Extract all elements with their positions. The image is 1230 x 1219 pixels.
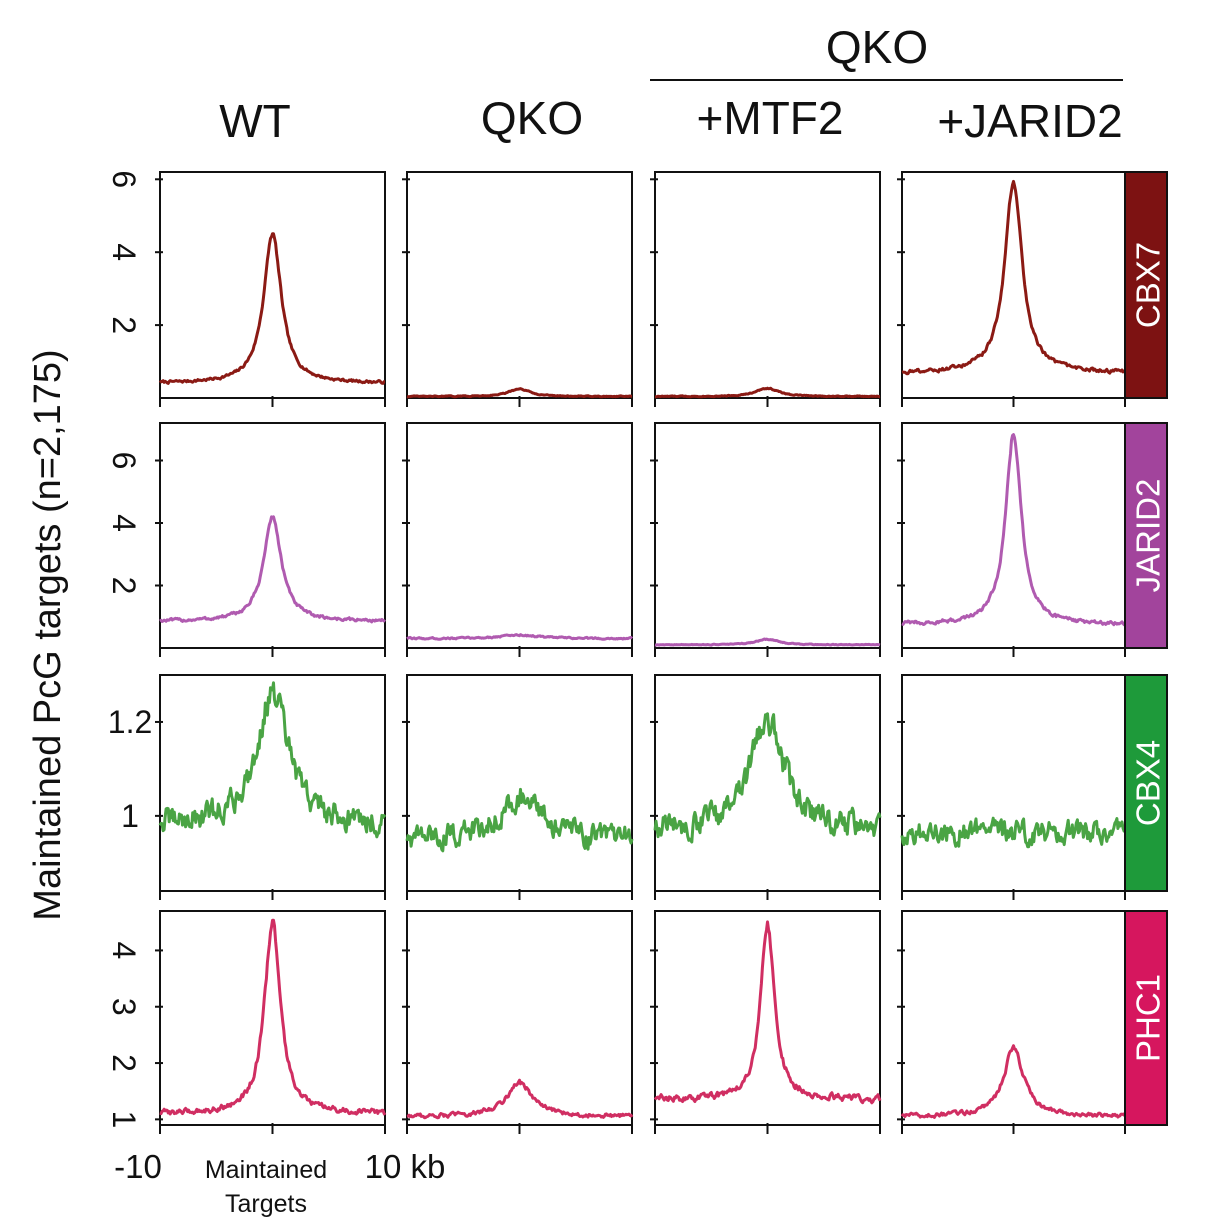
profile-line	[406, 387, 633, 399]
row-label-text: JARID2	[1130, 479, 1167, 593]
profile-line	[406, 633, 634, 641]
profile-line	[901, 179, 1126, 376]
panel-cbx4-2	[650, 674, 882, 900]
panel-jarid2-3	[897, 422, 1126, 657]
y-tick-label: 2	[106, 1054, 142, 1072]
x-tick-right: 10 kb	[365, 1148, 446, 1185]
panel-cbx7-0: 2 4 6	[106, 170, 386, 407]
profile-line	[159, 515, 387, 624]
y-tick-label: 4	[106, 514, 142, 532]
panel-frame	[901, 674, 1126, 892]
row-label-box	[1124, 910, 1168, 1126]
row-label-box	[1124, 674, 1168, 892]
profile-line	[653, 920, 882, 1105]
panel-frame	[654, 910, 881, 1126]
y-tick-label: 6	[106, 452, 142, 470]
column-header-wt: WT	[219, 95, 291, 147]
panel-frame	[159, 674, 386, 892]
row-label-text: PHC1	[1130, 974, 1167, 1062]
panel-frame	[901, 910, 1126, 1126]
y-axis-label: Maintained PcG targets (n=2,175)	[27, 349, 69, 920]
panel-cbx7-1	[402, 171, 633, 407]
y-tick-label: 3	[106, 998, 142, 1016]
panel-cbx4-3	[897, 674, 1127, 900]
panel-cbx7-3	[897, 171, 1126, 407]
panel-frame	[901, 422, 1126, 649]
column-header-qko: QKO	[481, 92, 583, 144]
profile-line	[158, 681, 387, 839]
row-label-jarid2: JARID2	[1124, 422, 1168, 649]
row-label-box	[1124, 422, 1168, 649]
panel-frame	[406, 422, 633, 649]
row-label-text: CBX4	[1130, 740, 1167, 826]
row-label-phc1: PHC1	[1124, 910, 1168, 1126]
y-tick-label: 1	[106, 1110, 142, 1128]
panel-cbx7-2	[650, 171, 881, 407]
x-center-label: Maintained	[205, 1156, 327, 1184]
panel-frame	[654, 674, 881, 892]
panel-jarid2-0: 2 4 6	[106, 422, 387, 657]
profile-line	[900, 1044, 1127, 1119]
y-tick-label: 2	[106, 316, 142, 334]
panel-frame	[406, 171, 633, 399]
panel-frame	[901, 171, 1126, 399]
panel-frame	[406, 910, 633, 1126]
profile-line	[900, 816, 1127, 849]
y-tick-label: 4	[106, 942, 142, 960]
row-labels: CBX7 JARID2 CBX4 PHC1	[1124, 171, 1168, 1126]
profile-line	[406, 1078, 634, 1120]
y-tick-label: 2	[106, 577, 142, 595]
profile-line	[654, 637, 881, 647]
panel-cbx4-1	[402, 674, 634, 900]
column-header-mtf2: +MTF2	[697, 92, 844, 144]
row-label-cbx4: CBX4	[1124, 674, 1168, 892]
profile-line	[405, 787, 634, 853]
panel-phc1-3	[897, 910, 1127, 1134]
y-tick-label: 1.2	[108, 704, 152, 740]
y-tick-label: 6	[106, 170, 142, 188]
panel-phc1-2	[650, 910, 882, 1134]
panel-frame	[654, 422, 881, 649]
panel-jarid2-2	[650, 422, 881, 657]
panel-phc1-1	[402, 910, 634, 1134]
profile-line	[901, 433, 1126, 627]
panel-cbx4-0: 11.2	[108, 674, 387, 900]
y-tick-label: 1	[121, 798, 139, 834]
row-label-box	[1124, 171, 1168, 399]
profile-line	[654, 386, 881, 399]
profile-line	[159, 918, 387, 1116]
y-tick-label: 4	[106, 243, 142, 261]
column-header-jarid2: +JARID2	[937, 95, 1122, 147]
panel-frame	[654, 171, 881, 399]
panel-frame	[159, 422, 386, 649]
x-axis-labels: -10 10 kb Maintained Targets	[114, 1148, 445, 1218]
panel-frame	[159, 171, 386, 399]
group-header-qko: QKO	[826, 21, 928, 73]
row-label-cbx7: CBX7	[1124, 171, 1168, 399]
panel-phc1-0: 1 2 3 4	[106, 910, 387, 1134]
row-label-text: CBX7	[1130, 242, 1167, 328]
profile-line	[653, 712, 882, 844]
panel-frame	[406, 674, 633, 892]
x-center-label-line2: Targets	[225, 1190, 307, 1218]
x-tick-left: -10	[114, 1148, 162, 1185]
column-headers: WT QKO +MTF2 +JARID2 QKO	[219, 21, 1123, 147]
panel-jarid2-1	[402, 422, 634, 657]
profile-line	[158, 232, 386, 385]
panel-frame	[159, 910, 386, 1126]
